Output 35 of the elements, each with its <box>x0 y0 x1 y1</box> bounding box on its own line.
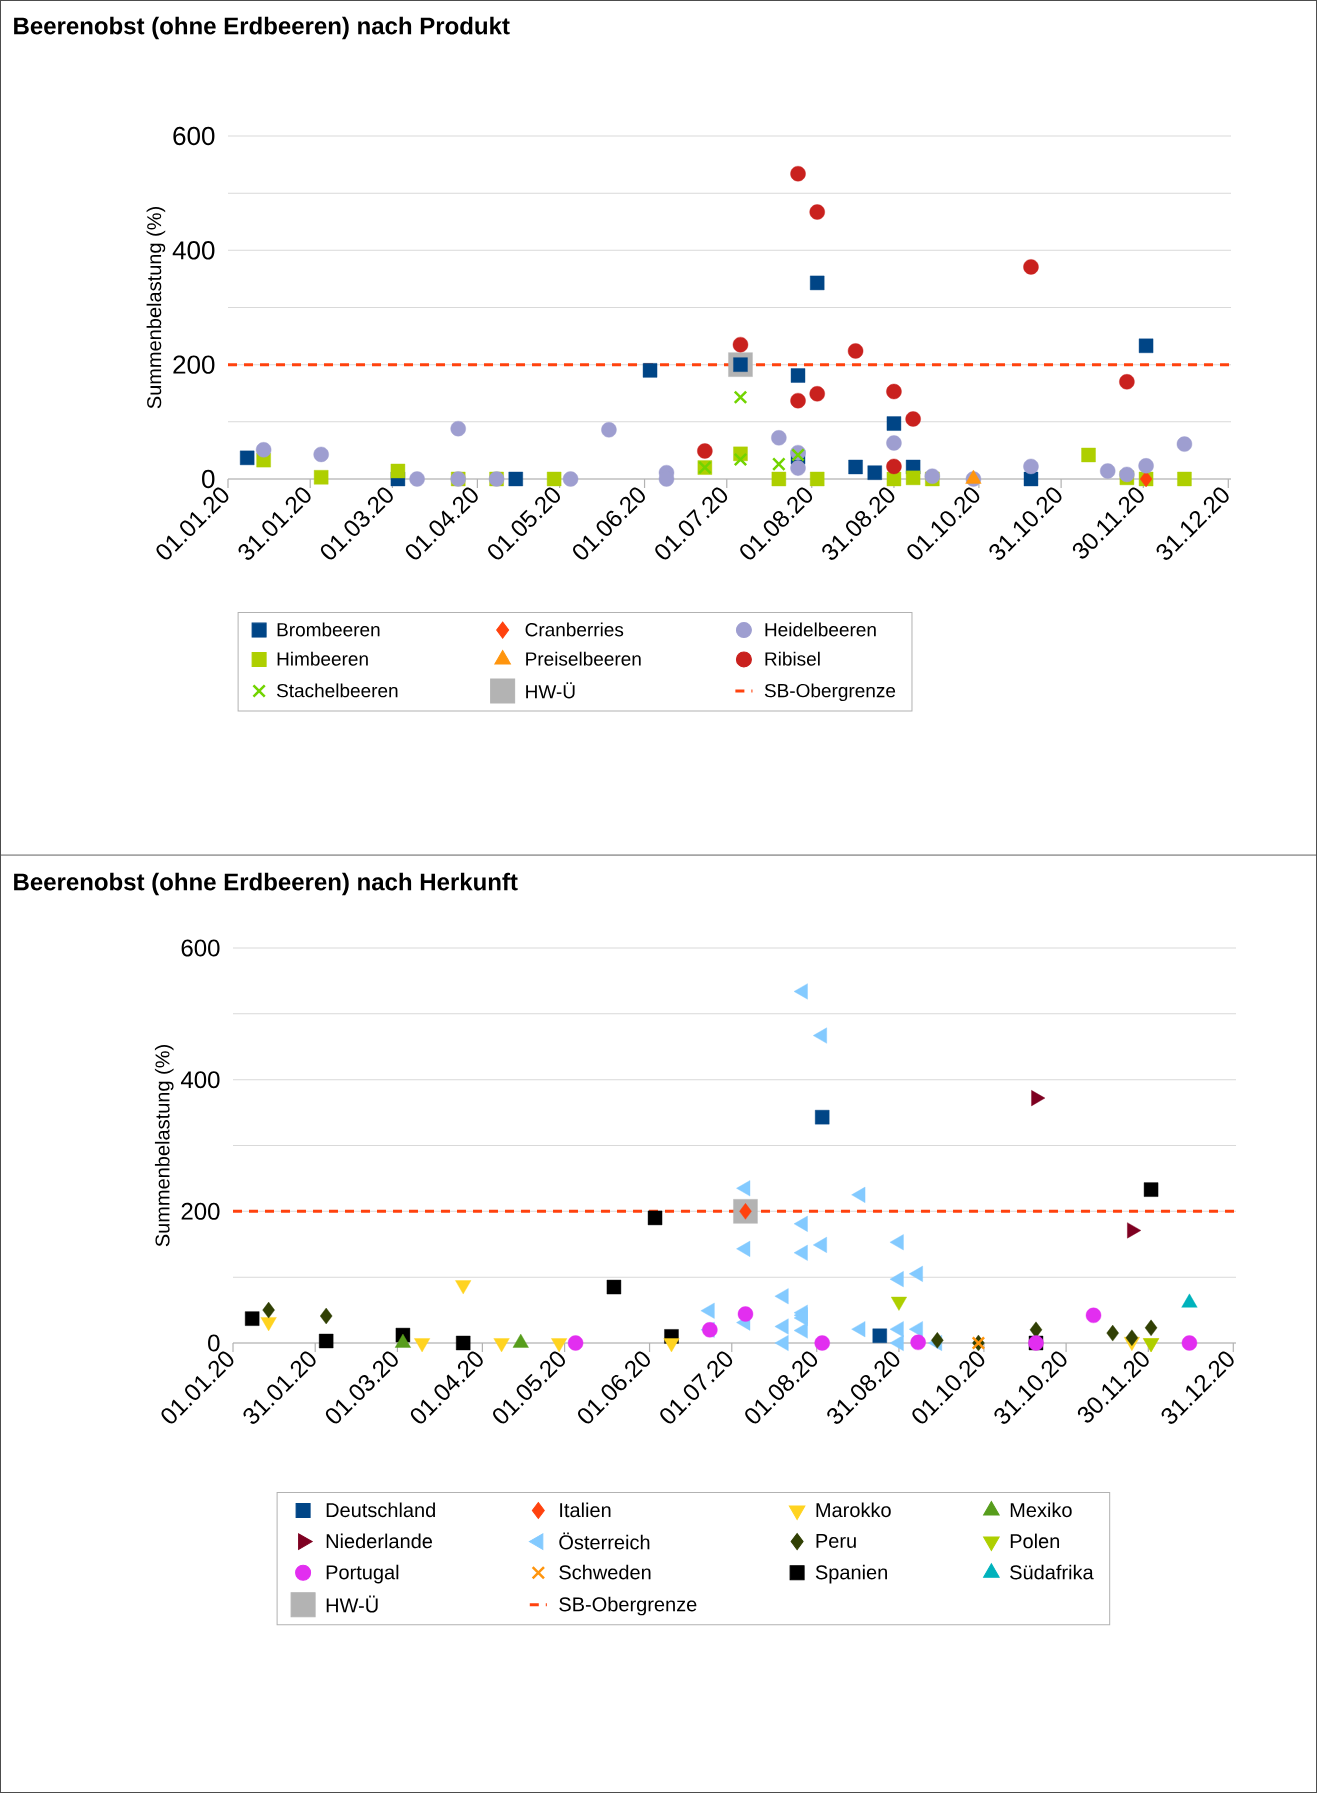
legend-label: Polen <box>1010 1533 1060 1549</box>
legend-label: Cranberries <box>525 622 624 637</box>
legend-label: Peru <box>816 1533 856 1548</box>
legend-label: Niederlande <box>326 1533 433 1549</box>
legend-label: Schweden <box>559 1564 651 1580</box>
legend-label: Brombeeren <box>277 622 380 637</box>
y-axis-title: Summenbelastung (%) <box>154 1045 174 1247</box>
chart-title: Beerenobst (ohne Erdbeeren) nach Produkt <box>14 16 510 40</box>
legend-label: Österreich <box>559 1532 650 1550</box>
y-tick-label: 200 <box>181 1202 220 1220</box>
y-axis-title: Summenbelastung (%) <box>146 207 166 409</box>
legend-label: Südafrika <box>1010 1564 1094 1580</box>
legend-label: Himbeeren <box>277 651 368 666</box>
legend-label: Marokko <box>816 1502 891 1518</box>
legend-label: Portugal <box>326 1564 399 1584</box>
legend-label: Mexiko <box>1010 1502 1072 1518</box>
y-tick-label: 0 <box>202 469 215 489</box>
legend-label: Stachelbeeren <box>276 683 398 698</box>
chart-title: Beerenobst (ohne Erdbeeren) nach Herkunft <box>14 872 518 896</box>
legend-label: SB-Obergrenze <box>559 1596 697 1616</box>
legend-label: Spanien <box>815 1564 887 1584</box>
y-tick-label: 400 <box>172 241 215 260</box>
y-tick-label: 200 <box>173 355 215 374</box>
legend-label: HW-Ü <box>526 682 575 699</box>
legend-label: Preiselbeeren <box>526 651 641 666</box>
y-tick-label: 400 <box>180 1071 220 1089</box>
legend-label: SB-Obergrenze <box>764 683 896 702</box>
y-tick-label: 600 <box>181 939 220 957</box>
y-tick-label: 600 <box>173 126 215 146</box>
legend-label: Heidelbeeren <box>765 622 876 637</box>
y-tick-label: 0 <box>208 1334 220 1352</box>
legend-label: HW-Ü <box>326 1595 378 1613</box>
legend-label: Ribisel <box>765 651 820 666</box>
legend-label: Italien <box>560 1502 611 1518</box>
legend-label: Deutschland <box>326 1502 435 1518</box>
